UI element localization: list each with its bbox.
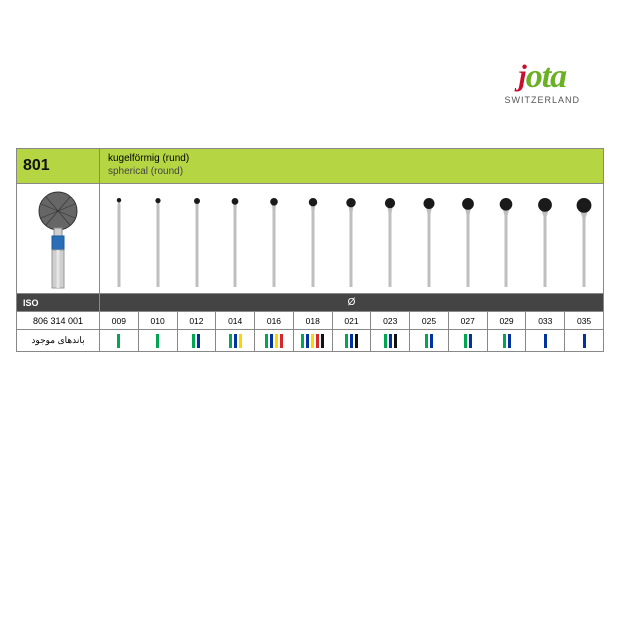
main-row [16, 184, 604, 294]
band-stripe [350, 334, 353, 348]
bur-icon [332, 197, 371, 287]
band-stripe [425, 334, 428, 348]
logo-flag-icon: j [518, 59, 525, 92]
bur-icon [100, 197, 139, 287]
catalog-block: 801 kugelförmig (rund) spherical (round) [16, 148, 604, 352]
band-stripe [234, 334, 237, 348]
size-label: 021 [332, 312, 371, 330]
bur-icon [177, 197, 216, 287]
band-stripe [503, 334, 506, 348]
size-label: 035 [564, 312, 603, 330]
band-stripe [156, 334, 159, 348]
size-label: 016 [254, 312, 293, 330]
band-cell [138, 330, 177, 352]
size-label: 027 [448, 312, 487, 330]
size-label: 009 [100, 312, 138, 330]
band-stripe [469, 334, 472, 348]
band-cell [448, 330, 487, 352]
logo-text: jota [504, 60, 580, 94]
bur-icon [371, 197, 410, 287]
size-label: 010 [138, 312, 177, 330]
iso-code-row: 806 314 001 0090100120140160180210230250… [16, 312, 604, 330]
bur-icon [487, 197, 526, 287]
size-label: 029 [487, 312, 526, 330]
band-cell [564, 330, 603, 352]
bur-icon [564, 197, 603, 287]
iso-header-row: ISO Ø [16, 294, 604, 312]
band-stripe [229, 334, 232, 348]
band-stripe [280, 334, 283, 348]
band-stripe [355, 334, 358, 348]
band-stripe [508, 334, 511, 348]
product-image [16, 184, 100, 294]
band-cell [409, 330, 448, 352]
band-stripe [345, 334, 348, 348]
bur-icon [255, 197, 294, 287]
band-cell [487, 330, 526, 352]
bur-icon [293, 197, 332, 287]
bands-label: باندهای موجود [16, 330, 100, 352]
size-label: 033 [525, 312, 564, 330]
bur-icon [216, 197, 255, 287]
band-stripe [275, 334, 278, 348]
band-cell [215, 330, 254, 352]
bur-icon [526, 197, 565, 287]
band-stripe [239, 334, 242, 348]
band-stripe [265, 334, 268, 348]
band-stripe [301, 334, 304, 348]
bur-icon [139, 197, 178, 287]
product-code: 801 [16, 148, 100, 184]
logo-word: ota [526, 58, 566, 95]
product-hero-icon [28, 189, 88, 289]
band-cell [370, 330, 409, 352]
band-cell [254, 330, 293, 352]
band-stripe [464, 334, 467, 348]
band-stripe [321, 334, 324, 348]
band-stripe [430, 334, 433, 348]
band-stripe [316, 334, 319, 348]
band-stripe [311, 334, 314, 348]
band-cell [100, 330, 138, 352]
band-cell [332, 330, 371, 352]
band-stripe [394, 334, 397, 348]
band-stripe [384, 334, 387, 348]
size-label: 012 [177, 312, 216, 330]
band-cell [293, 330, 332, 352]
band-cell [177, 330, 216, 352]
band-cell [525, 330, 564, 352]
product-title: kugelförmig (rund) spherical (round) [100, 148, 604, 184]
size-label: 023 [370, 312, 409, 330]
size-label: 018 [293, 312, 332, 330]
title-english: spherical (round) [108, 165, 595, 178]
bur-icon [410, 197, 449, 287]
size-labels-row: 009010012014016018021023025027029033035 [100, 312, 604, 330]
band-stripe [197, 334, 200, 348]
band-stripe [270, 334, 273, 348]
logo-subtitle: SWITZERLAND [504, 95, 580, 105]
size-label: 014 [215, 312, 254, 330]
band-stripe [544, 334, 547, 348]
bur-size-row [100, 184, 604, 294]
header-row: 801 kugelförmig (rund) spherical (round) [16, 148, 604, 184]
iso-label: ISO [16, 294, 100, 312]
band-stripe [306, 334, 309, 348]
band-stripe [117, 334, 120, 348]
bands-cells-row [100, 330, 604, 352]
band-stripe [389, 334, 392, 348]
brand-logo: jota SWITZERLAND [504, 60, 580, 105]
bur-icon [448, 197, 487, 287]
band-stripe [192, 334, 195, 348]
diameter-symbol: Ø [100, 294, 604, 312]
size-label: 025 [409, 312, 448, 330]
band-stripe [583, 334, 586, 348]
title-german: kugelförmig (rund) [108, 152, 595, 165]
iso-code: 806 314 001 [16, 312, 100, 330]
bands-row: باندهای موجود [16, 330, 604, 352]
